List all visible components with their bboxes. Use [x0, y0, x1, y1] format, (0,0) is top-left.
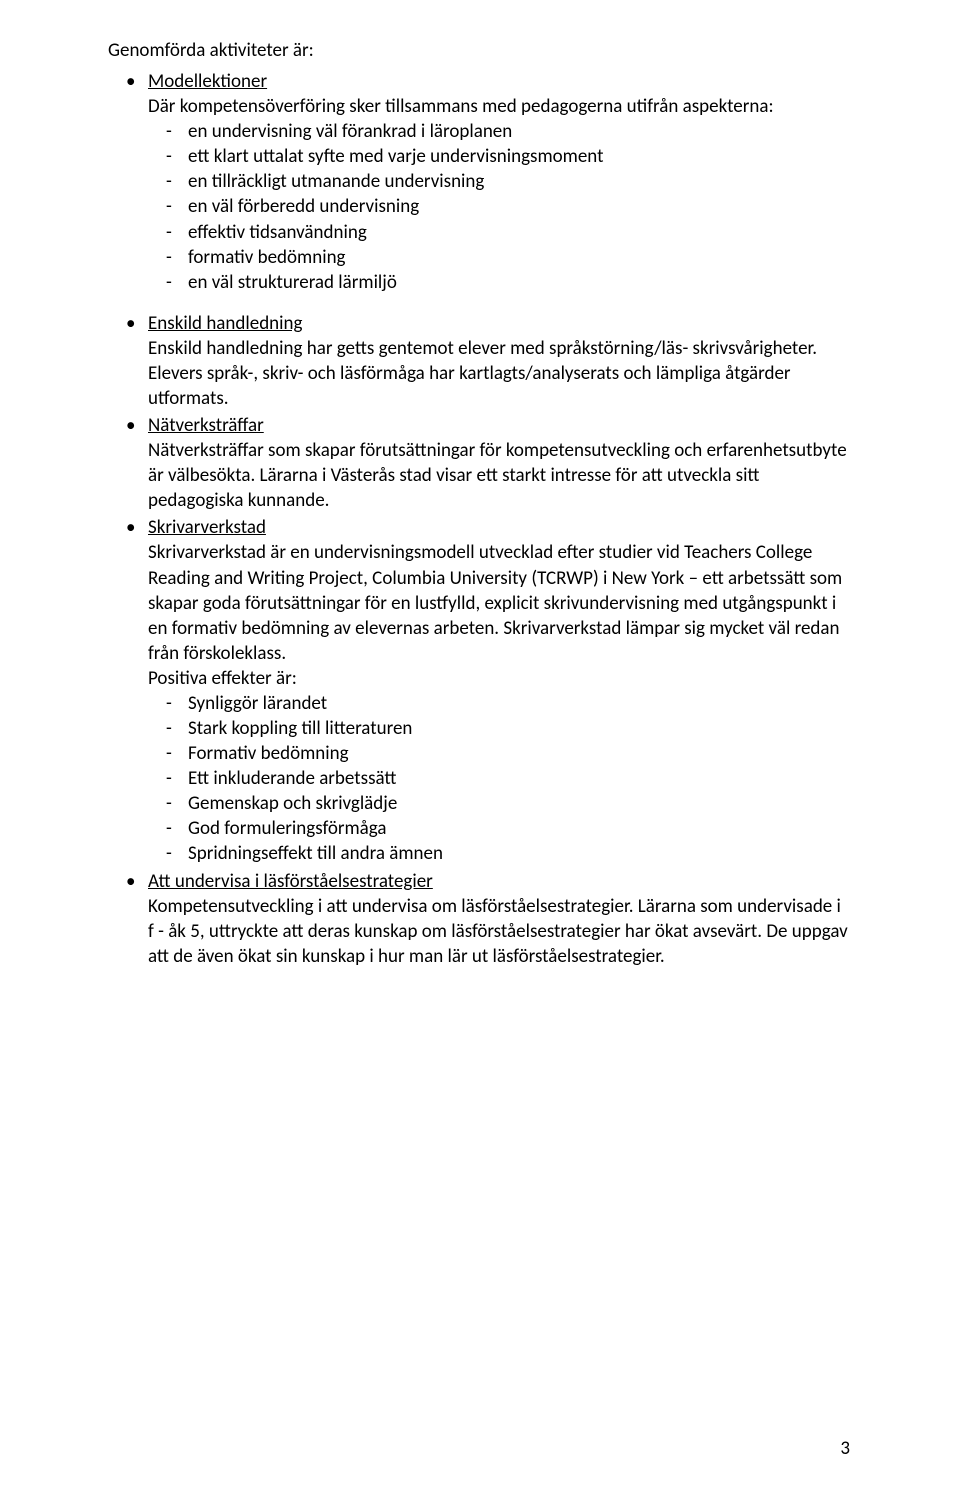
- section-title: Att undervisa i läsförståelsestrategier: [148, 870, 433, 893]
- page-header: Genomförda aktiviteter är:: [108, 38, 850, 63]
- dash-item: effektiv tidsanvändning: [148, 220, 850, 245]
- section-body: Enskild handledning har getts gentemot e…: [148, 336, 850, 411]
- dash-list-skrivarverkstad: Synliggör lärandet Stark koppling till l…: [148, 691, 850, 867]
- dash-item: en undervisning väl förankrad i läroplan…: [148, 119, 850, 144]
- section-intro: Där kompetensöverföring sker tillsammans…: [148, 94, 850, 119]
- dash-item: ett klart uttalat syfte med varje underv…: [148, 144, 850, 169]
- dash-item: Formativ bedömning: [148, 741, 850, 766]
- section-natverk: Nätverksträffar Nätverksträffar som skap…: [108, 413, 850, 513]
- dash-item: Gemenskap och skrivglädje: [148, 791, 850, 816]
- dash-item: en väl strukturerad lärmiljö: [148, 270, 850, 295]
- section-lasforstaelse: Att undervisa i läsförståelsestrategier …: [108, 869, 850, 969]
- page-number: 3: [840, 1436, 850, 1461]
- section-body: Kompetensutveckling i att undervisa om l…: [148, 894, 850, 969]
- section-title: Modellektioner: [148, 70, 267, 93]
- dash-item: Synliggör lärandet: [148, 691, 850, 716]
- dash-item: Spridningseffekt till andra ämnen: [148, 841, 850, 866]
- section-enskild: Enskild handledning Enskild handledning …: [108, 311, 850, 411]
- dash-item: formativ bedömning: [148, 245, 850, 270]
- top-bullet-list: Modellektioner Där kompetensöverföring s…: [108, 69, 850, 969]
- dash-item: God formuleringsförmåga: [148, 816, 850, 841]
- dash-item: Stark koppling till litteraturen: [148, 716, 850, 741]
- dash-list-modellektioner: en undervisning väl förankrad i läroplan…: [148, 119, 850, 295]
- section-title: Nätverksträffar: [148, 414, 264, 437]
- dash-item: Ett inkluderande arbetssätt: [148, 766, 850, 791]
- dash-item: en tillräckligt utmanande undervisning: [148, 169, 850, 194]
- section-body: Skrivarverkstad är en undervisningsmodel…: [148, 540, 850, 665]
- section-modellektioner: Modellektioner Där kompetensöverföring s…: [108, 69, 850, 309]
- section-title: Skrivarverkstad: [148, 516, 266, 539]
- section-body: Nätverksträffar som skapar förutsättning…: [148, 438, 850, 513]
- section-title: Enskild handledning: [148, 312, 302, 335]
- section-skrivarverkstad: Skrivarverkstad Skrivarverkstad är en un…: [108, 515, 850, 866]
- dash-item: en väl förberedd undervisning: [148, 194, 850, 219]
- section-sublabel: Positiva effekter är:: [148, 666, 850, 691]
